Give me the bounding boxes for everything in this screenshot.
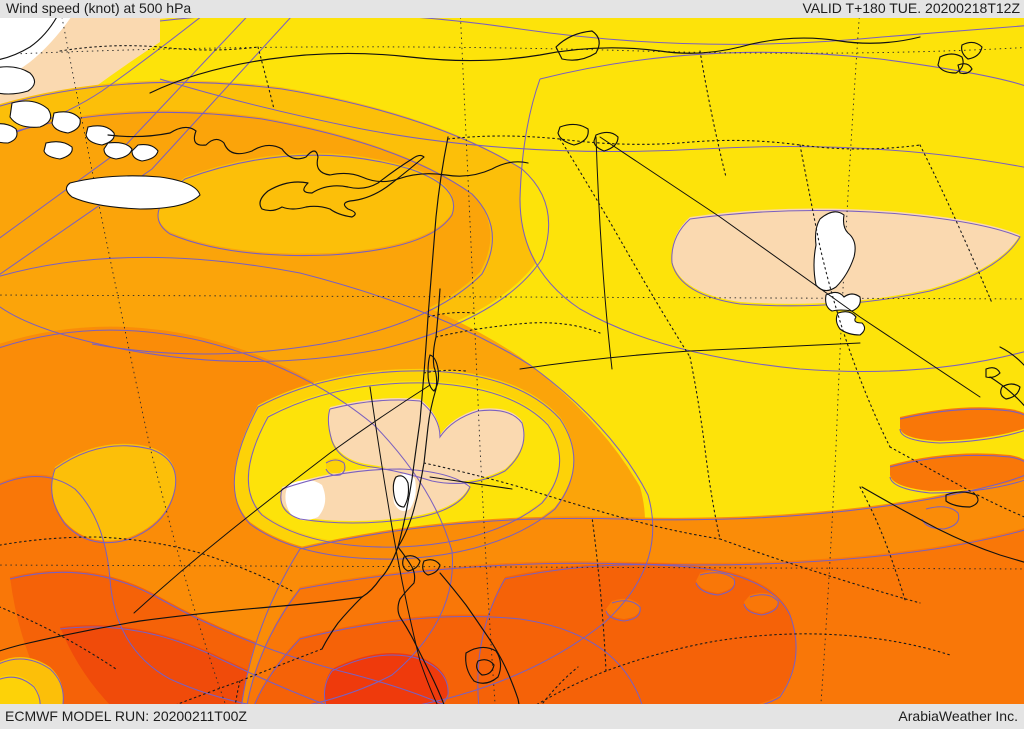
loop-arabia-c bbox=[606, 598, 641, 619]
band-levant-pocket-small bbox=[326, 458, 345, 474]
brand-label: ArabiaWeather Inc. bbox=[898, 708, 1018, 724]
country-borders bbox=[0, 45, 1024, 707]
loop-arabia-a bbox=[696, 570, 735, 593]
header-bar: Wind speed (knot) at 500 hPa VALID T+180… bbox=[0, 0, 1024, 18]
band-east-finger-45 bbox=[900, 407, 1024, 441]
pocket-amber-left bbox=[51, 443, 176, 541]
footer-bar: ECMWF MODEL RUN: 20200211T00Z ArabiaWeat… bbox=[0, 704, 1024, 729]
coastlines bbox=[0, 17, 1024, 707]
weather-map-canvas[interactable] bbox=[0, 17, 1024, 707]
region-lines bbox=[133, 136, 981, 707]
band-east-finger-45b bbox=[890, 453, 1024, 491]
contour-lines bbox=[0, 17, 1024, 707]
pocket-yellow-sw2 bbox=[0, 675, 41, 707]
band-levant-low-10b bbox=[393, 473, 416, 511]
valid-time-label: VALID T+180 TUE. 20200218T12Z bbox=[802, 0, 1020, 16]
graticule-lines bbox=[0, 17, 1024, 707]
band-cyprus-ridge bbox=[158, 153, 454, 254]
band-levant-low-15b bbox=[280, 467, 470, 521]
model-run-label: ECMWF MODEL RUN: 20200211T00Z bbox=[5, 708, 247, 724]
page-title: Wind speed (knot) at 500 hPa bbox=[6, 0, 192, 16]
contour-field bbox=[0, 17, 1024, 707]
band-east-small-loop bbox=[922, 504, 959, 527]
band-levant-low-10a bbox=[285, 480, 326, 521]
band-redsea-55 bbox=[324, 653, 449, 707]
loop-arabia-b bbox=[744, 592, 779, 613]
